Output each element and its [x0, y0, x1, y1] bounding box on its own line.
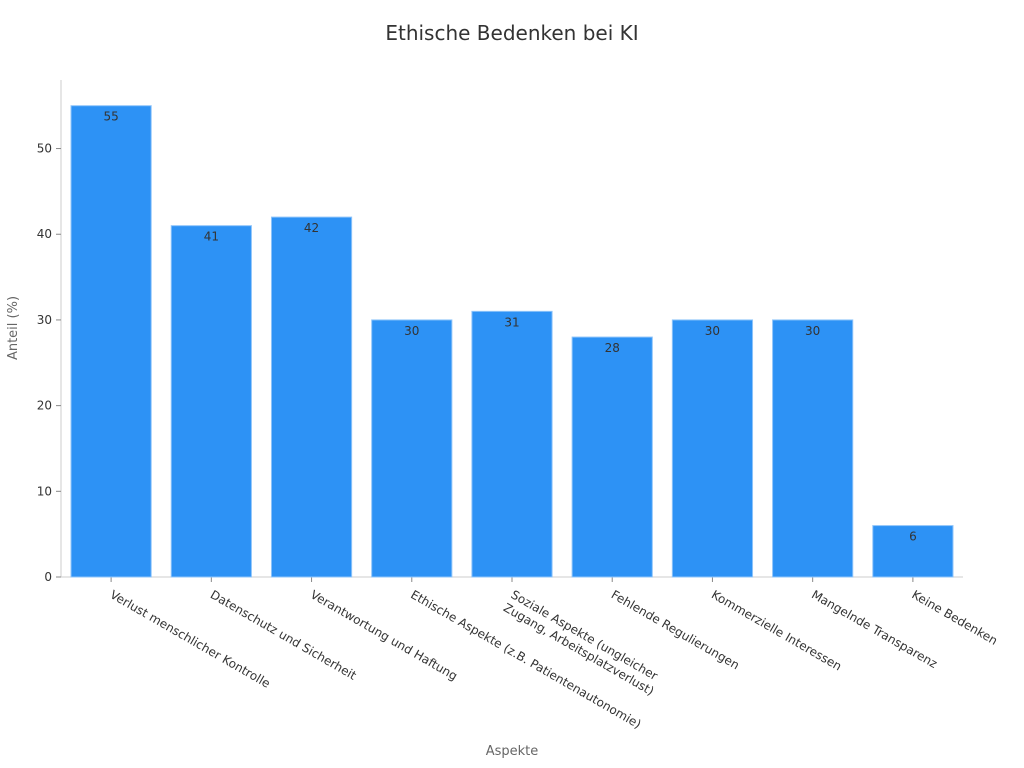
- bar-series: 55 41 42 30 31 28 30 30 6: [70, 105, 954, 578]
- x-tick-label: Verlust menschlicher Kontrolle: [108, 587, 273, 690]
- data-label: 30: [705, 324, 720, 338]
- y-axis-title: Anteil (%): [6, 296, 21, 360]
- bar: [872, 525, 954, 578]
- chart-title: Ethische Bedenken bei KI: [385, 21, 638, 45]
- bar: [371, 319, 453, 578]
- data-label: 28: [605, 341, 620, 355]
- data-label: 30: [404, 324, 419, 338]
- data-label: 31: [504, 315, 519, 329]
- bar: [772, 319, 854, 578]
- bar: [471, 310, 553, 578]
- x-tick-label-line: Verlust menschlicher Kontrolle: [108, 587, 273, 690]
- bar: [671, 319, 754, 578]
- x-tick-label-line: Keine Bedenken: [909, 587, 1000, 647]
- x-tick-label: Keine Bedenken: [909, 587, 1000, 647]
- data-label: 42: [304, 221, 319, 235]
- y-tick-label: 50: [37, 142, 52, 156]
- bar: [571, 336, 653, 578]
- y-tick-label: 10: [37, 484, 52, 498]
- data-label: 55: [103, 110, 118, 124]
- bar: [170, 225, 252, 578]
- bar: [70, 105, 152, 578]
- y-axis: 0 10 20 30 40 50: [37, 80, 62, 584]
- y-tick-label: 40: [37, 227, 52, 241]
- y-tick-label: 20: [37, 399, 52, 413]
- data-label: 6: [909, 530, 917, 544]
- x-axis: Verlust menschlicher KontrolleDatenschut…: [61, 576, 1000, 731]
- y-tick-label: 30: [37, 313, 52, 327]
- data-label: 41: [204, 230, 219, 244]
- x-axis-title: Aspekte: [486, 744, 539, 759]
- data-label: 30: [805, 324, 820, 338]
- y-tick-label: 0: [44, 570, 52, 584]
- bar: [270, 216, 353, 578]
